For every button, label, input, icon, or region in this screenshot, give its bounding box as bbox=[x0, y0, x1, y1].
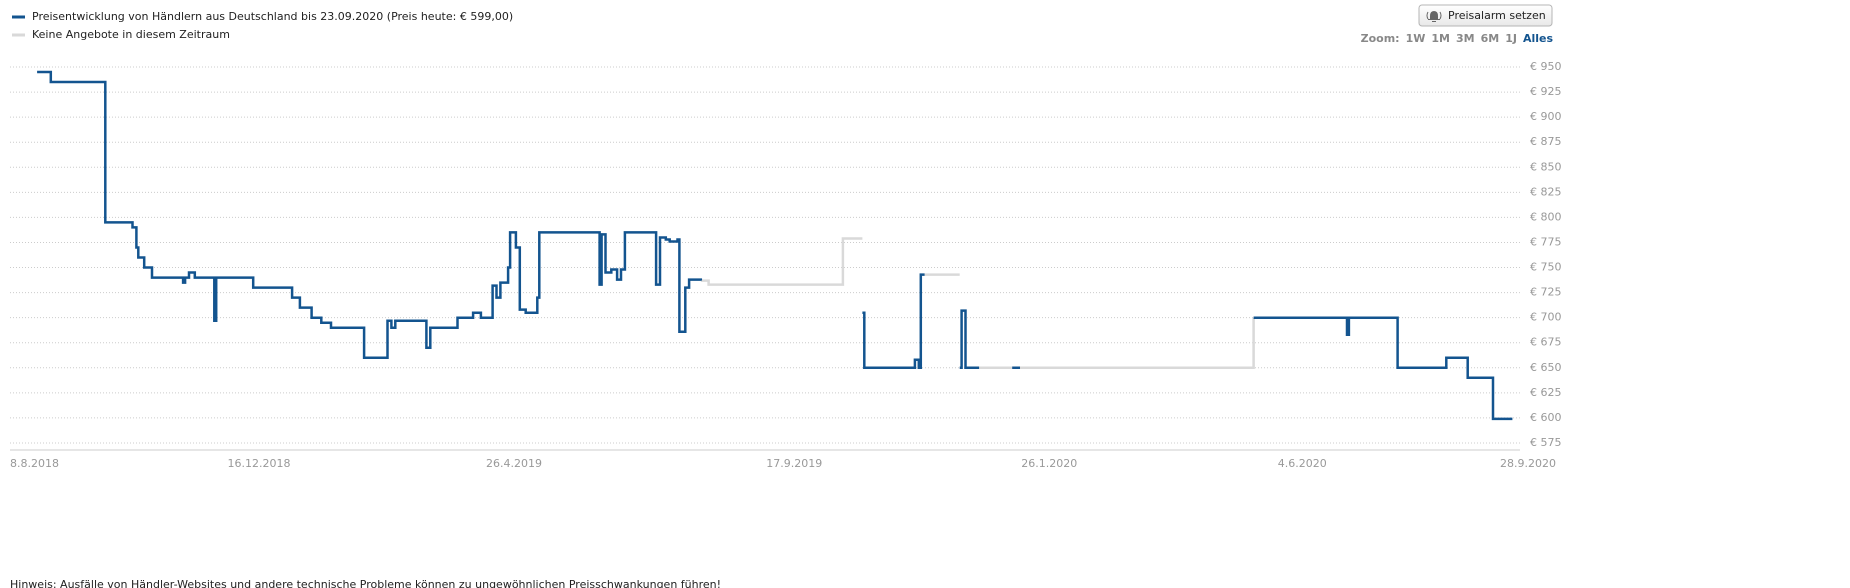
x-tick-label: 17.9.2019 bbox=[766, 457, 822, 470]
y-tick-label: € 600 bbox=[1530, 411, 1562, 424]
y-tick-label: € 675 bbox=[1530, 336, 1562, 349]
zoom-option[interactable]: 6M bbox=[1481, 32, 1500, 45]
price-line bbox=[700, 237, 1255, 370]
y-tick-label: € 875 bbox=[1530, 135, 1562, 148]
bell-icon[interactable] bbox=[1428, 11, 1440, 22]
y-tick-label: € 850 bbox=[1530, 160, 1562, 173]
x-tick-label: 4.6.2020 bbox=[1278, 457, 1327, 470]
y-tick-label: € 625 bbox=[1530, 386, 1562, 399]
zoom-option[interactable]: 1W bbox=[1406, 32, 1426, 45]
legend-label: Keine Angebote in diesem Zeitraum bbox=[32, 28, 230, 41]
y-tick-label: € 775 bbox=[1530, 235, 1562, 248]
zoom-option[interactable]: 3M bbox=[1456, 32, 1475, 45]
legend-label: Preisentwicklung von Händlern aus Deutsc… bbox=[32, 10, 513, 23]
zoom-option[interactable]: 1M bbox=[1431, 32, 1450, 45]
price-line bbox=[37, 70, 1513, 421]
y-tick-label: € 900 bbox=[1530, 110, 1562, 123]
y-tick-label: € 700 bbox=[1530, 311, 1562, 324]
y-tick-label: € 800 bbox=[1530, 210, 1562, 223]
alarm-button[interactable]: Preisalarm setzen bbox=[1418, 4, 1553, 27]
bell-waves[interactable] bbox=[1426, 11, 1442, 20]
x-tick-label: 16.12.2018 bbox=[228, 457, 291, 470]
zoom-option[interactable]: Alles bbox=[1523, 32, 1554, 45]
y-tick-label: € 925 bbox=[1530, 85, 1562, 98]
x-tick-label: 8.8.2018 bbox=[10, 457, 59, 470]
y-tick-label: € 650 bbox=[1530, 361, 1562, 374]
y-tick-label: € 725 bbox=[1530, 286, 1562, 299]
x-tick-label: 28.9.2020 bbox=[1500, 457, 1556, 470]
x-tick-label: 26.4.2019 bbox=[486, 457, 542, 470]
button-label[interactable]: Preisalarm setzen bbox=[1448, 9, 1546, 22]
y-tick-label: € 575 bbox=[1530, 436, 1562, 449]
x-tick-label: 26.1.2020 bbox=[1021, 457, 1077, 470]
button-frame[interactable] bbox=[1418, 4, 1553, 27]
y-tick-label: € 825 bbox=[1530, 185, 1562, 198]
footer-note: Hinweis: Ausfälle von Händler-Websites u… bbox=[10, 578, 721, 588]
zoom-option[interactable]: 1J bbox=[1505, 32, 1517, 45]
zoom-label: Zoom: bbox=[1361, 32, 1400, 45]
y-tick-label: € 750 bbox=[1530, 261, 1562, 274]
y-tick-label: € 950 bbox=[1530, 60, 1562, 73]
